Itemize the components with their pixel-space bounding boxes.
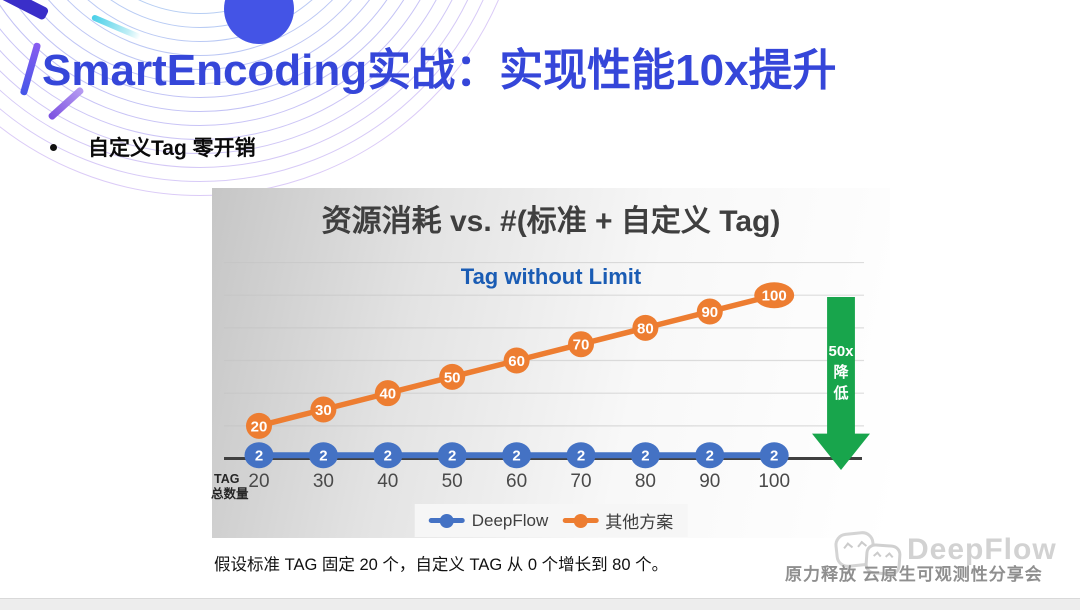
legend-label: 其他方案 bbox=[605, 513, 674, 532]
data-point-label: 80 bbox=[637, 320, 654, 337]
data-point-label: 2 bbox=[384, 448, 392, 465]
chart-legend: DeepFlow 其他方案 bbox=[414, 504, 688, 537]
data-point-label: 2 bbox=[577, 448, 585, 465]
x-tick-label: 40 bbox=[377, 471, 399, 492]
data-point-marker bbox=[502, 442, 532, 469]
watermark-brand: DeepFlow bbox=[907, 533, 1057, 566]
data-point-marker bbox=[310, 396, 337, 423]
data-point-marker bbox=[439, 363, 466, 390]
data-point-label: 60 bbox=[508, 353, 525, 370]
ring-decoration bbox=[56, 0, 344, 14]
arrow-label-line: 低 bbox=[833, 385, 849, 402]
arrow-label-line: 降 bbox=[833, 364, 849, 381]
data-point-marker bbox=[696, 298, 723, 325]
data-point-label: 20 bbox=[251, 418, 268, 435]
data-point-label: 40 bbox=[379, 386, 396, 403]
line-chart-svg: 2 2 2 2 2 2 2 2 2 20 30 40 50 60 70 80 90 100 bbox=[224, 261, 864, 469]
x-tick-label: 60 bbox=[506, 471, 528, 492]
page-title: SmartEncoding实战：实现性能10x提升 bbox=[42, 46, 837, 95]
data-point-marker bbox=[759, 442, 789, 469]
arrow-label-line: 50x bbox=[828, 343, 854, 360]
data-point-label: 2 bbox=[706, 448, 714, 465]
logo-eye-icon bbox=[873, 551, 882, 560]
data-point-label: 100 bbox=[762, 288, 787, 305]
x-tick-label: 90 bbox=[699, 471, 721, 492]
data-point-marker bbox=[437, 442, 467, 469]
bullet-item: 自定义Tag 零开销 bbox=[50, 132, 256, 162]
title-slash-decoration bbox=[19, 42, 42, 96]
x-tick-label: 20 bbox=[248, 471, 270, 492]
x-tick-label: 80 bbox=[634, 471, 656, 492]
slide-caption: 假设标准 TAG 固定 20 个，自定义 TAG 从 0 个增长到 80 个。 bbox=[214, 556, 669, 574]
chart-subtitle: Tag without Limit bbox=[460, 264, 642, 289]
bullet-text: 自定义Tag 零开销 bbox=[88, 137, 256, 160]
data-point-label: 2 bbox=[770, 448, 778, 465]
data-point-label: 90 bbox=[701, 304, 718, 321]
corner-slash-decoration bbox=[0, 0, 50, 21]
bullet-dot bbox=[50, 143, 57, 151]
data-point-marker bbox=[374, 380, 401, 407]
data-point-label: 30 bbox=[315, 402, 332, 419]
x-axis-unit-label-line1: TAG bbox=[214, 472, 240, 486]
data-point-label: 2 bbox=[448, 448, 456, 465]
legend-dot-icon bbox=[439, 513, 454, 528]
data-point-marker bbox=[568, 331, 594, 358]
legend-item: 其他方案 bbox=[562, 508, 673, 533]
data-point-label: 2 bbox=[319, 448, 327, 465]
legend-label: DeepFlow bbox=[471, 510, 549, 530]
data-point-label: 50 bbox=[444, 369, 461, 386]
x-tick-label: 50 bbox=[441, 471, 463, 492]
legend-item: DeepFlow bbox=[428, 510, 549, 531]
data-point-label: 2 bbox=[255, 448, 263, 465]
data-point-label: 2 bbox=[641, 448, 649, 465]
x-tick-label: 100 bbox=[758, 471, 791, 492]
legend-line-marker-icon bbox=[562, 513, 599, 528]
data-point-marker bbox=[695, 442, 725, 469]
x-tick-label: 70 bbox=[570, 471, 592, 492]
bottom-edge-strip bbox=[0, 598, 1080, 610]
data-point-marker bbox=[373, 442, 403, 469]
x-tick-label: 30 bbox=[312, 471, 334, 492]
data-point-marker bbox=[630, 442, 660, 469]
logo-eye-icon bbox=[843, 542, 854, 553]
ring-decoration bbox=[0, 0, 526, 196]
data-point-marker bbox=[503, 347, 530, 374]
data-point-marker bbox=[246, 412, 272, 439]
watermark-tagline: 原力释放 云原生可观测性分享会 bbox=[785, 565, 1043, 584]
chart-card: 资源消耗 vs. #(标准 + 自定义 Tag) Tag without Lim… bbox=[211, 188, 890, 538]
data-point-marker bbox=[566, 442, 596, 469]
data-point-marker bbox=[632, 314, 659, 341]
watermark: DeepFlow 原力释放 云原生可观测性分享会 bbox=[780, 530, 1080, 596]
data-point-marker bbox=[754, 282, 795, 309]
ring-decoration bbox=[42, 0, 358, 28]
x-axis-unit-label-line2: 总数量 bbox=[211, 487, 249, 501]
data-point-label: 70 bbox=[573, 337, 590, 354]
chart-title: 资源消耗 vs. #(标准 + 自定义 Tag) bbox=[321, 205, 781, 238]
legend-line-marker-icon bbox=[428, 513, 465, 528]
data-point-marker bbox=[308, 442, 338, 469]
legend-dot-icon bbox=[573, 513, 588, 528]
data-point-label: 2 bbox=[512, 448, 520, 465]
data-point-marker bbox=[244, 442, 274, 469]
